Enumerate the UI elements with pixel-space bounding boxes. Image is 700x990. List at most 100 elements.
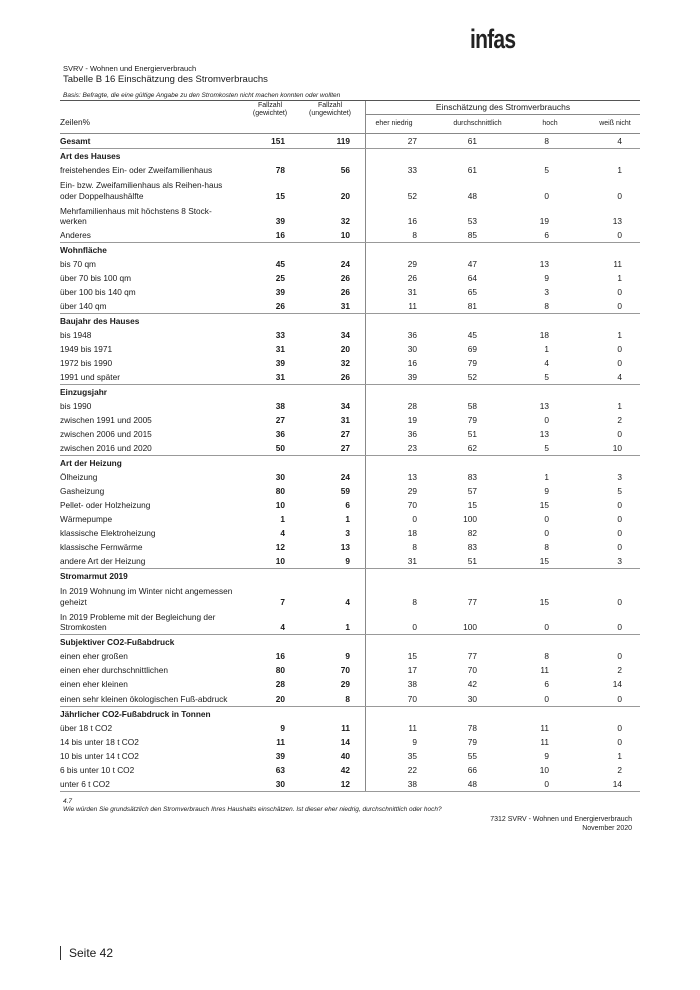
column-divider bbox=[365, 101, 366, 133]
hoch-value: 19 bbox=[539, 216, 549, 226]
table-row: 10 bis unter 14 t CO2 39 40 35 55 9 1 bbox=[60, 749, 640, 763]
weiss-nicht-value: 13 bbox=[612, 216, 622, 226]
table-row: freistehendes Ein- oder Zweifamilienhaus… bbox=[60, 163, 640, 177]
row-label: Ölheizung bbox=[60, 472, 98, 482]
unweighted-count: 8 bbox=[345, 694, 350, 704]
weighted-count: 25 bbox=[275, 273, 285, 283]
row-label: Art der Heizung bbox=[60, 458, 122, 468]
row-label: einen sehr kleinen ökologischen Fuß-abdr… bbox=[60, 694, 228, 704]
eher-niedrig-value: 11 bbox=[408, 301, 417, 311]
weighted-count: 30 bbox=[275, 779, 285, 789]
row-label: In 2019 Probleme mit der Begleichung der… bbox=[60, 611, 216, 633]
table-row: Wärmepumpe 1 1 0 100 0 0 bbox=[60, 512, 640, 526]
unweighted-count: 34 bbox=[340, 330, 350, 340]
weiss-nicht-value: 0 bbox=[617, 528, 622, 538]
durchschnittlich-value: 61 bbox=[467, 136, 477, 146]
durchschnittlich-value: 100 bbox=[463, 622, 477, 632]
weighted-count: 4 bbox=[280, 622, 285, 632]
row-label: bis 1990 bbox=[60, 401, 92, 411]
unweighted-count: 26 bbox=[340, 372, 350, 382]
row-label: Gasheizung bbox=[60, 486, 105, 496]
weiss-nicht-value: 0 bbox=[617, 542, 622, 552]
hoch-value: 5 bbox=[544, 165, 549, 175]
weighted-header: Fallzahl (gewichtet) bbox=[252, 102, 288, 117]
weighted-count: 151 bbox=[271, 136, 285, 146]
section-header: Art der Heizung bbox=[60, 455, 640, 470]
durchschnittlich-value: 57 bbox=[467, 486, 477, 496]
table-row: Mehrfamilienhaus mit höchstens 8 Stock-w… bbox=[60, 203, 640, 229]
section-header: Einzugsjahr bbox=[60, 384, 640, 399]
eher-niedrig-value: 38 bbox=[407, 679, 417, 689]
weiss-nicht-value: 1 bbox=[617, 401, 622, 411]
weighted-count: 10 bbox=[275, 500, 285, 510]
durchschnittlich-value: 61 bbox=[467, 165, 477, 175]
unweighted-count: 34 bbox=[340, 401, 350, 411]
hoch-value: 5 bbox=[544, 443, 549, 453]
durchschnittlich-value: 53 bbox=[467, 216, 477, 226]
col-header-eher-niedrig: eher niedrig bbox=[375, 120, 413, 127]
row-label: 1991 und später bbox=[60, 372, 120, 382]
row-label: Wohnfläche bbox=[60, 245, 107, 255]
eher-niedrig-value: 29 bbox=[407, 486, 417, 496]
weighted-count: 63 bbox=[275, 765, 285, 775]
hoch-value: 9 bbox=[544, 273, 549, 283]
unweighted-count: 1 bbox=[345, 514, 350, 524]
unweighted-header: Fallzahl (ungewichtet) bbox=[308, 102, 352, 117]
weighted-count: 28 bbox=[275, 679, 285, 689]
weighted-count: 31 bbox=[275, 372, 285, 382]
durchschnittlich-value: 77 bbox=[467, 651, 477, 661]
row-label: zwischen 1991 und 2005 bbox=[60, 415, 152, 425]
unweighted-count: 12 bbox=[340, 779, 350, 789]
row-label: Anderes bbox=[60, 230, 91, 240]
durchschnittlich-value: 47 bbox=[467, 259, 477, 269]
section-header: Stromarmut 2019 bbox=[60, 568, 640, 583]
durchschnittlich-value: 64 bbox=[467, 273, 477, 283]
eher-niedrig-value: 8 bbox=[412, 230, 417, 240]
unweighted-count: 26 bbox=[340, 287, 350, 297]
eher-niedrig-value: 8 bbox=[412, 596, 417, 607]
weighted-count: 10 bbox=[275, 556, 285, 566]
weighted-count: 39 bbox=[275, 358, 285, 368]
table-row: 1991 und später 31 26 39 52 5 4 bbox=[60, 370, 640, 384]
hoch-value: 5 bbox=[544, 372, 549, 382]
durchschnittlich-value: 48 bbox=[467, 779, 477, 789]
table-row: 14 bis unter 18 t CO2 11 14 9 79 11 0 bbox=[60, 735, 640, 749]
section-header: Baujahr des Hauses bbox=[60, 313, 640, 328]
weighted-count: 31 bbox=[275, 344, 285, 354]
row-label: 1949 bis 1971 bbox=[60, 344, 113, 354]
weiss-nicht-value: 0 bbox=[617, 190, 622, 201]
hoch-value: 10 bbox=[539, 765, 549, 775]
row-label: unter 6 t CO2 bbox=[60, 779, 110, 789]
eher-niedrig-value: 18 bbox=[407, 528, 417, 538]
durchschnittlich-value: 83 bbox=[467, 472, 477, 482]
unweighted-count: 6 bbox=[345, 500, 350, 510]
unweighted-count: 26 bbox=[340, 273, 350, 283]
source-note: 7312 SVRV - Wohnen und Energierverbrauch… bbox=[490, 816, 632, 833]
eher-niedrig-value: 13 bbox=[407, 472, 417, 482]
weighted-count: 15 bbox=[275, 190, 285, 201]
row-label: Art des Hauses bbox=[60, 151, 121, 161]
table-row: 1972 bis 1990 39 32 16 79 4 0 bbox=[60, 356, 640, 370]
table-row: zwischen 1991 und 2005 27 31 19 79 0 2 bbox=[60, 413, 640, 427]
section-header: Wohnfläche bbox=[60, 242, 640, 257]
weighted-count: 33 bbox=[275, 330, 285, 340]
weiss-nicht-value: 14 bbox=[612, 679, 622, 689]
weiss-nicht-value: 0 bbox=[617, 230, 622, 240]
durchschnittlich-value: 48 bbox=[467, 190, 477, 201]
footnote-number: 4.7 bbox=[63, 798, 73, 805]
table-row: über 100 bis 140 qm 39 26 31 65 3 0 bbox=[60, 285, 640, 299]
row-label: Subjektiver CO2-Fußabdruck bbox=[60, 637, 175, 647]
hoch-value: 9 bbox=[544, 486, 549, 496]
column-divider bbox=[365, 134, 366, 792]
eher-niedrig-value: 36 bbox=[407, 330, 417, 340]
durchschnittlich-value: 52 bbox=[467, 372, 477, 382]
hoch-value: 0 bbox=[544, 528, 549, 538]
weighted-count: 4 bbox=[280, 528, 285, 538]
hoch-value: 11 bbox=[540, 665, 549, 675]
weiss-nicht-value: 11 bbox=[613, 259, 622, 269]
eher-niedrig-value: 26 bbox=[407, 273, 417, 283]
weighted-count: 9 bbox=[280, 723, 285, 733]
row-label: Einzugsjahr bbox=[60, 387, 108, 397]
hoch-value: 0 bbox=[544, 694, 549, 704]
durchschnittlich-value: 65 bbox=[467, 287, 477, 297]
